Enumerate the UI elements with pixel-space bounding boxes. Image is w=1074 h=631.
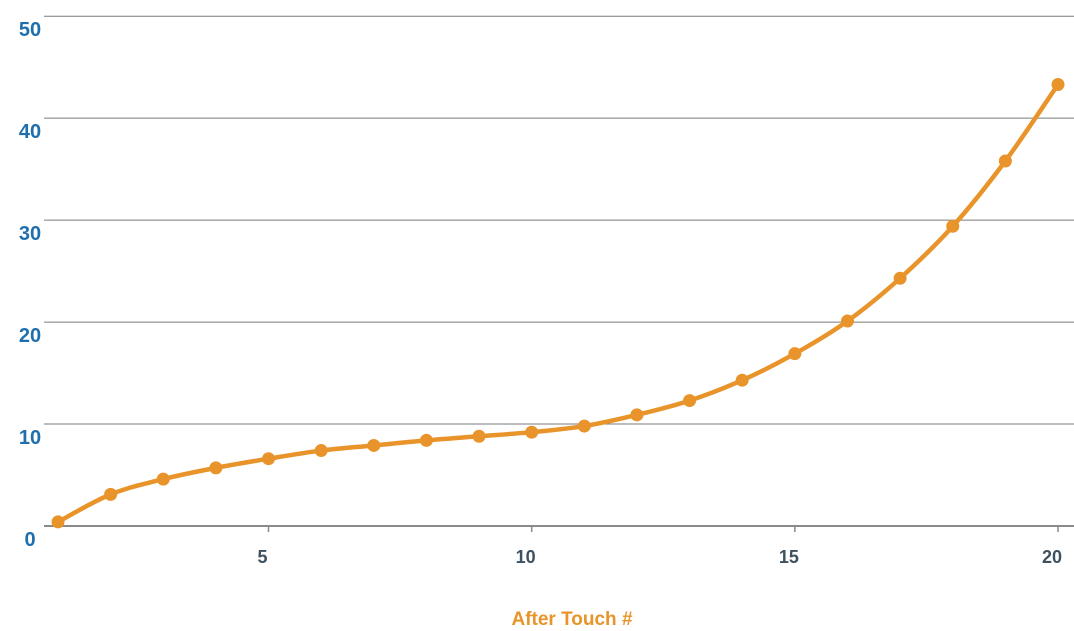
data-point-14 xyxy=(735,373,749,387)
data-point-5 xyxy=(262,452,276,466)
data-point-10 xyxy=(525,425,539,439)
y-tick-label-10: 10 xyxy=(19,427,41,449)
data-point-12 xyxy=(630,408,644,422)
data-point-9 xyxy=(472,429,486,443)
data-point-13 xyxy=(683,394,697,408)
data-point-1 xyxy=(51,515,65,529)
y-tick-label-40: 40 xyxy=(19,121,41,143)
data-point-3 xyxy=(156,472,170,486)
x-tick-label-20: 20 xyxy=(1042,547,1062,567)
x-tick-label-10: 10 xyxy=(516,547,536,567)
x-tick-label-15: 15 xyxy=(779,547,799,567)
data-point-15 xyxy=(788,347,802,361)
y-tick-label-0: 0 xyxy=(24,529,35,551)
y-tick-label-30: 30 xyxy=(19,223,41,245)
data-point-20 xyxy=(1051,78,1065,92)
y-axis-ticks: 0 10 20 30 40 50 xyxy=(19,19,41,551)
x-axis-label: After Touch # xyxy=(511,609,632,630)
data-point-6 xyxy=(314,444,328,458)
grid-lines xyxy=(44,15,1074,527)
data-point-11 xyxy=(577,419,591,433)
data-point-17 xyxy=(893,271,907,285)
data-point-16 xyxy=(840,314,854,328)
x-axis-ticks: 5 10 15 20 xyxy=(258,526,1062,567)
series-line xyxy=(55,82,1061,525)
data-point-7 xyxy=(367,438,381,452)
data-points xyxy=(51,78,1065,529)
x-tick-label-5: 5 xyxy=(258,547,268,567)
y-tick-label-50: 50 xyxy=(19,19,41,41)
y-tick-label-20: 20 xyxy=(19,325,41,347)
data-point-4 xyxy=(209,461,223,475)
data-point-18 xyxy=(946,219,960,233)
data-point-8 xyxy=(419,433,433,447)
data-point-2 xyxy=(104,487,118,501)
data-point-19 xyxy=(998,154,1012,168)
